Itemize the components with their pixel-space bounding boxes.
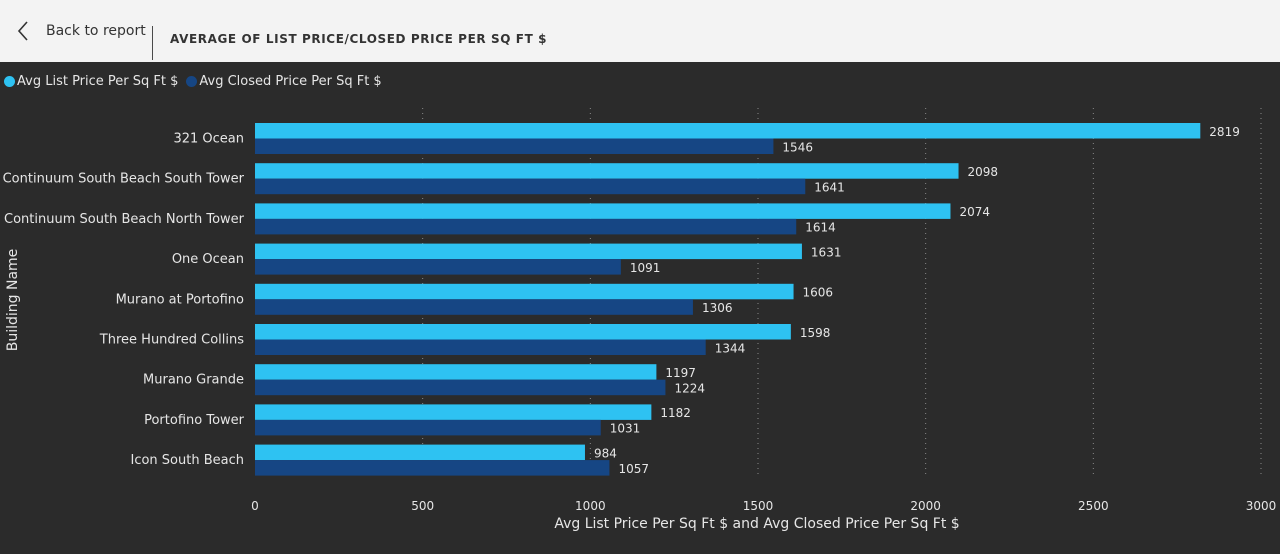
bar-list bbox=[255, 364, 657, 380]
bar-closed bbox=[255, 460, 610, 476]
data-label: 1057 bbox=[618, 462, 649, 476]
y-tick-label: 321 Ocean bbox=[173, 132, 244, 147]
legend-label-list: Avg List Price Per Sq Ft $ bbox=[17, 74, 179, 89]
page-title: AVERAGE OF LIST PRICE/CLOSED PRICE PER S… bbox=[170, 32, 548, 46]
back-label: Back to report bbox=[46, 23, 146, 39]
legend-item-list[interactable]: Avg List Price Per Sq Ft $ bbox=[4, 74, 178, 89]
bar-list bbox=[255, 163, 959, 179]
y-tick-label: Murano at Portofino bbox=[116, 292, 244, 307]
y-axis-title: Building Name bbox=[5, 249, 21, 352]
y-tick-label: Portofino Tower bbox=[144, 413, 245, 428]
bar-closed bbox=[255, 299, 693, 315]
x-tick-label: 1000 bbox=[575, 499, 606, 513]
data-label: 1641 bbox=[814, 180, 845, 194]
y-tick-label: Three Hundred Collins bbox=[99, 333, 244, 348]
bar-list bbox=[255, 283, 794, 300]
data-label: 1224 bbox=[674, 381, 705, 395]
data-label: 1306 bbox=[702, 301, 733, 315]
data-label: 2819 bbox=[1209, 125, 1240, 139]
bar-list bbox=[255, 324, 791, 340]
bar-closed bbox=[255, 259, 621, 275]
legend-item-closed[interactable]: Avg Closed Price Per Sq Ft $ bbox=[186, 74, 382, 89]
bar-closed bbox=[255, 419, 601, 436]
bar-list bbox=[255, 203, 951, 219]
data-label: 1631 bbox=[811, 245, 842, 259]
x-tick-label: 2500 bbox=[1078, 499, 1109, 513]
data-label: 1091 bbox=[630, 261, 661, 275]
y-tick-label: Continuum South Beach South Tower bbox=[3, 172, 245, 187]
legend-swatch-closed bbox=[186, 76, 198, 87]
bar-list bbox=[255, 444, 585, 461]
y-tick-label: One Ocean bbox=[172, 252, 244, 267]
x-tick-label: 1500 bbox=[743, 499, 774, 513]
bar-list bbox=[255, 243, 802, 260]
bar-closed bbox=[255, 379, 666, 396]
x-tick-label: 2000 bbox=[910, 499, 941, 513]
chevron-left-icon bbox=[12, 20, 34, 42]
bar-closed bbox=[255, 178, 806, 195]
x-tick-label: 500 bbox=[411, 499, 434, 513]
chart-legend: Avg List Price Per Sq Ft $ Avg Closed Pr… bbox=[4, 74, 390, 89]
data-label: 2074 bbox=[959, 205, 990, 219]
data-label: 1606 bbox=[803, 286, 834, 300]
header-bar: Back to report AVERAGE OF LIST PRICE/CLO… bbox=[0, 0, 1280, 62]
legend-label-closed: Avg Closed Price Per Sq Ft $ bbox=[199, 74, 382, 89]
y-tick-label: Icon South Beach bbox=[131, 453, 245, 468]
y-tick-label: Murano Grande bbox=[143, 373, 244, 388]
data-label: 984 bbox=[594, 446, 617, 460]
data-label: 1598 bbox=[800, 326, 831, 340]
back-to-report-button[interactable]: Back to report bbox=[12, 0, 146, 62]
data-label: 1344 bbox=[715, 341, 746, 355]
y-tick-label: Continuum South Beach North Tower bbox=[4, 212, 245, 227]
x-tick-label: 3000 bbox=[1246, 499, 1277, 513]
x-axis-title: Avg List Price Per Sq Ft $ and Avg Close… bbox=[554, 516, 959, 532]
bar-closed bbox=[255, 218, 797, 235]
data-label: 2098 bbox=[968, 165, 999, 179]
bar-closed bbox=[255, 138, 774, 154]
data-label: 1614 bbox=[805, 221, 836, 235]
bar-list bbox=[255, 123, 1201, 139]
x-tick-label: 0 bbox=[251, 499, 259, 513]
bar-list bbox=[255, 404, 652, 420]
legend-swatch-list bbox=[4, 76, 15, 87]
bar-closed bbox=[255, 339, 706, 355]
data-label: 1182 bbox=[660, 406, 691, 420]
data-label: 1197 bbox=[665, 366, 696, 380]
data-label: 1031 bbox=[610, 422, 641, 436]
data-label: 1546 bbox=[782, 140, 813, 154]
header-divider bbox=[152, 26, 153, 60]
